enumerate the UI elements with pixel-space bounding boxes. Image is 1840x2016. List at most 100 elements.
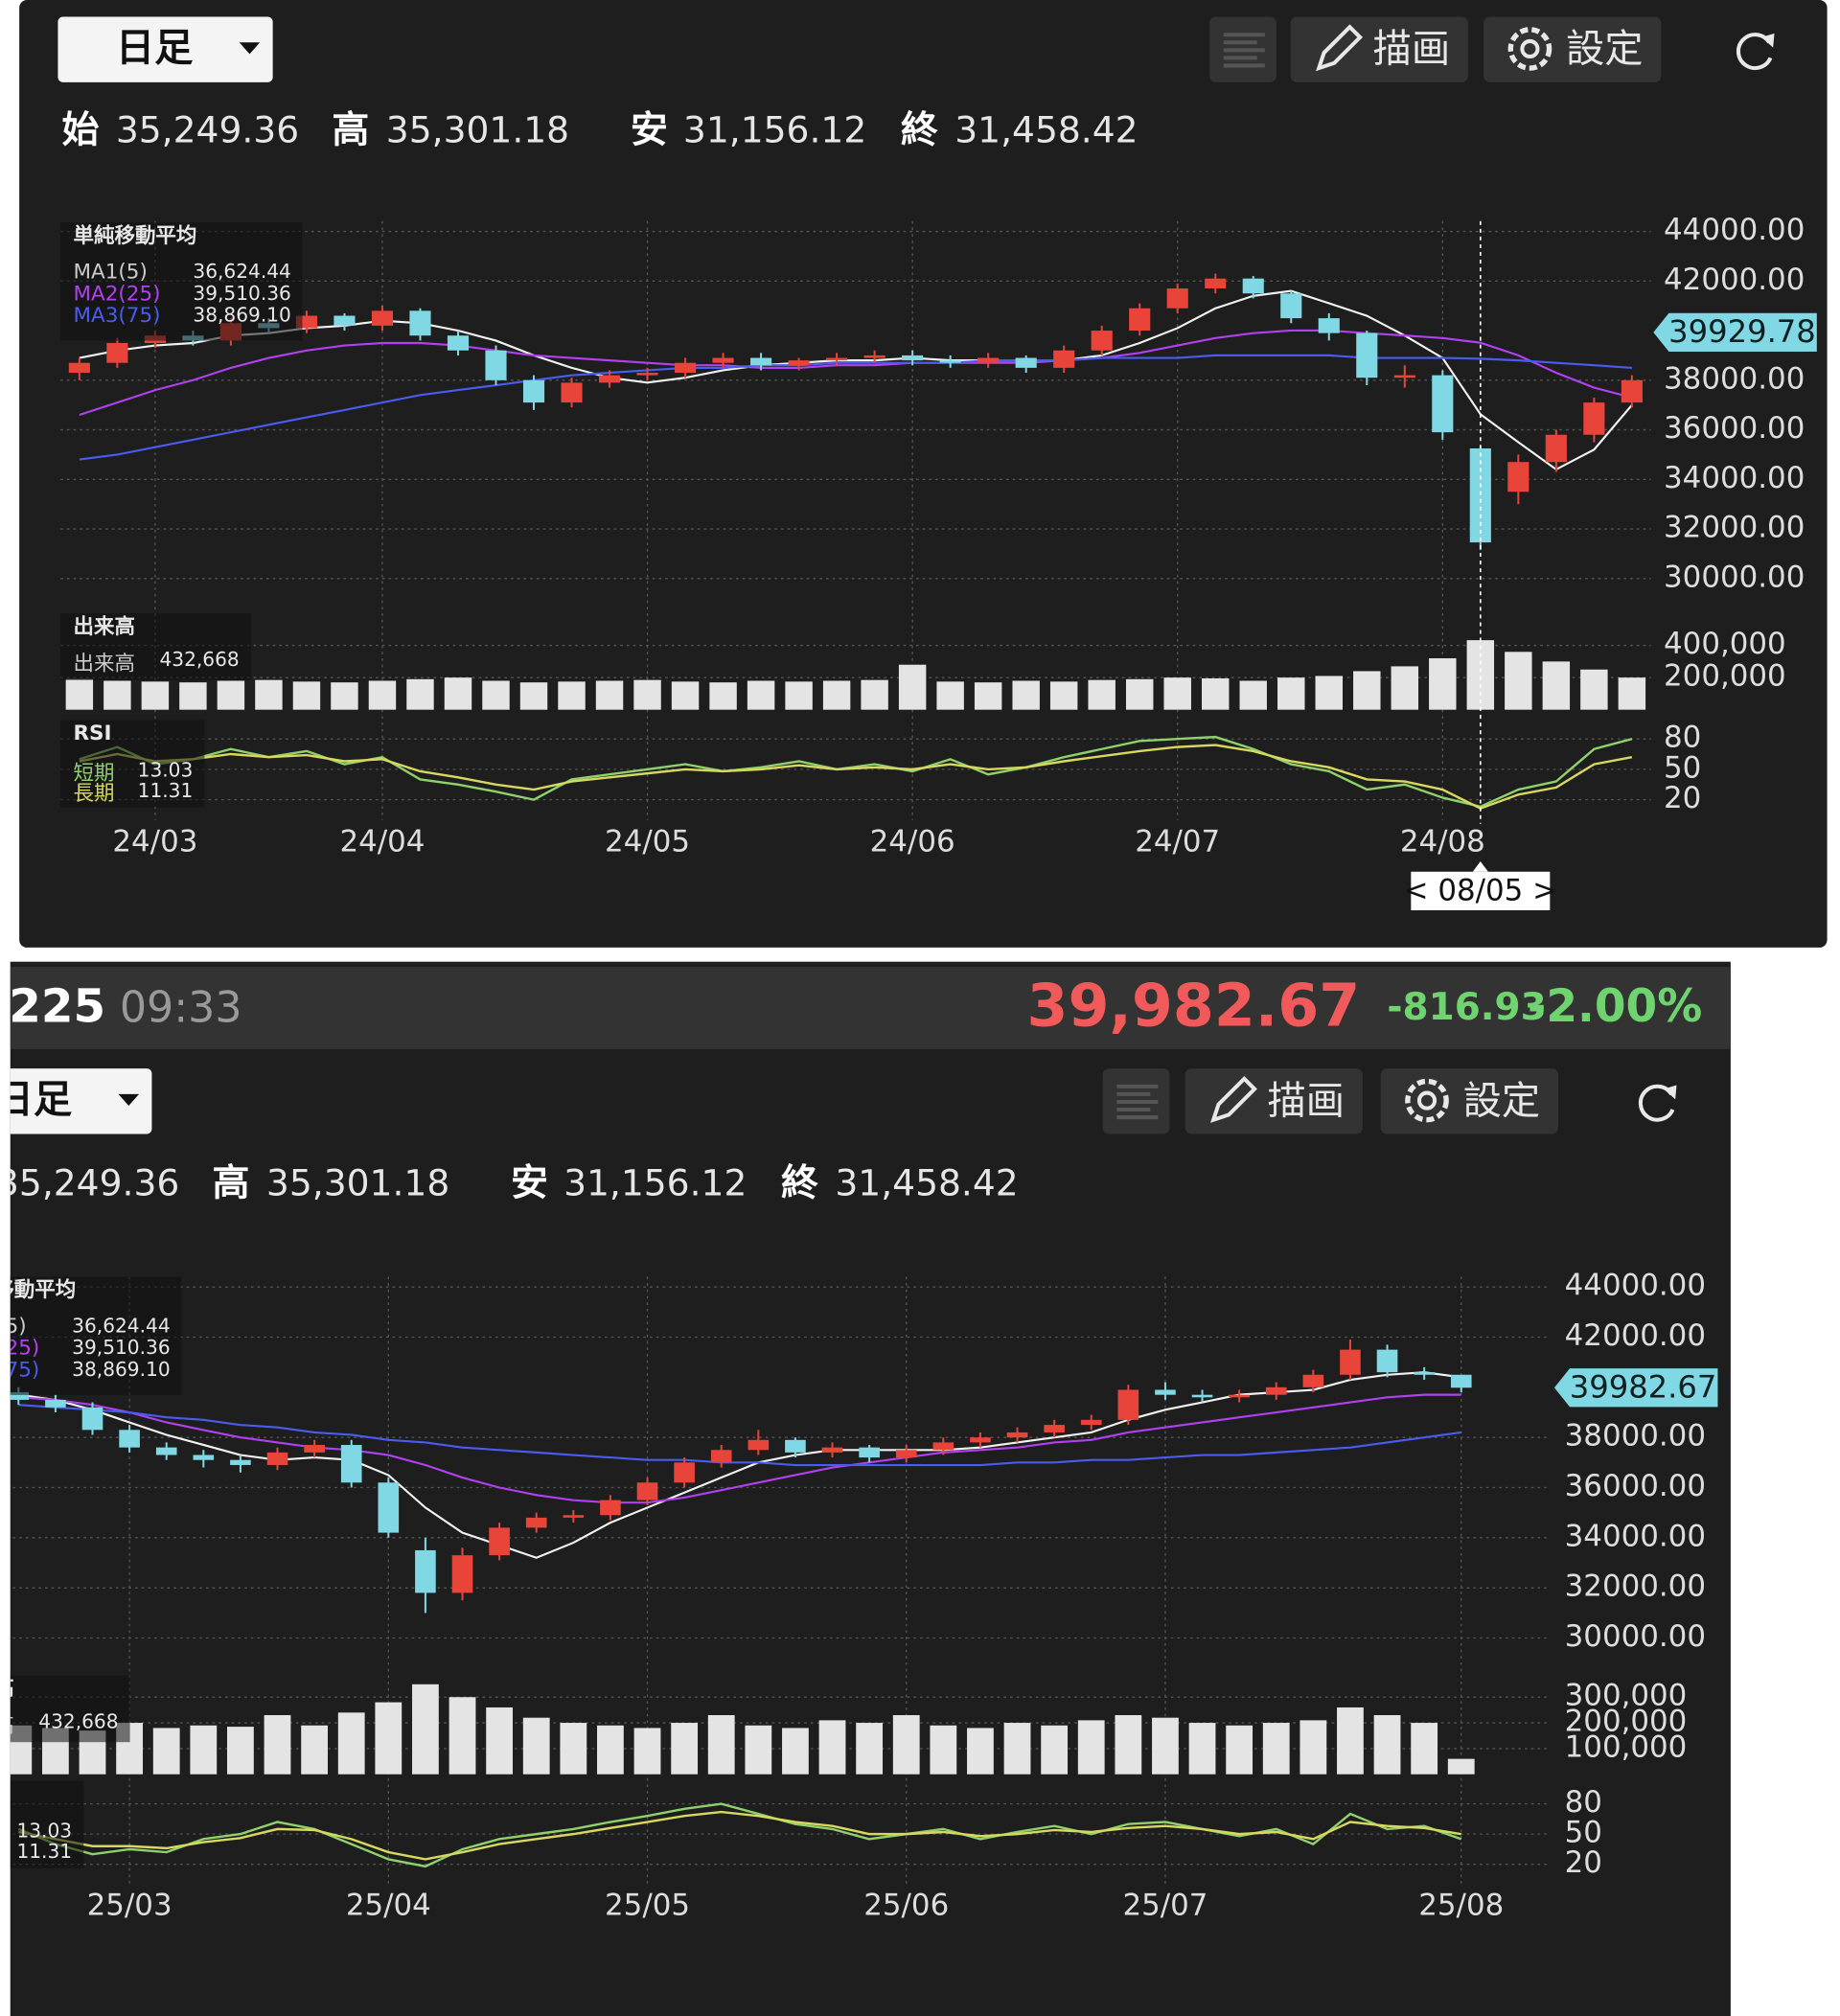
toolbar-button[interactable]: 描画 — [1184, 1068, 1363, 1134]
y-tick-label: 200,000 — [1565, 1705, 1688, 1739]
volume-bar — [1373, 1715, 1401, 1775]
ohlc-value: 31,156.12 — [564, 1162, 747, 1204]
y-tick-label: 80 — [1664, 721, 1701, 755]
quote-bar-bg — [10, 967, 1731, 1049]
volume-bar — [782, 1728, 809, 1775]
legend-name: 出来高 — [74, 653, 135, 676]
candle-body — [1091, 331, 1113, 351]
button-bg — [1184, 1068, 1363, 1134]
volume-bar — [522, 1717, 550, 1775]
price-badge-label: 39929.78 — [1668, 313, 1816, 350]
button-bg — [1380, 1068, 1558, 1134]
toolbar-button[interactable]: 描画 — [1290, 16, 1468, 82]
legend-value: 432,668 — [159, 648, 239, 671]
toolbar-button[interactable]: 設定 — [1484, 16, 1662, 82]
toolbar-button[interactable] — [1102, 1068, 1170, 1134]
volume-bar — [1163, 677, 1191, 710]
candle-body — [1340, 1349, 1361, 1375]
legend-name: 出来高 — [0, 1714, 14, 1738]
candle-body — [932, 1442, 954, 1451]
candle-body — [821, 1447, 843, 1453]
candle-body — [600, 1500, 621, 1516]
volume-bar — [936, 681, 964, 710]
volume-bar — [707, 1715, 735, 1775]
candle-body — [712, 357, 734, 363]
legend-value: 36,624.44 — [72, 1314, 170, 1337]
candle-body — [68, 362, 90, 374]
refresh-button[interactable] — [1736, 33, 1775, 71]
volume-bar — [560, 1723, 587, 1775]
volume-bar — [152, 1728, 180, 1775]
candle-body — [788, 360, 810, 366]
volume-bar — [368, 680, 397, 710]
candle-body — [978, 357, 1000, 363]
volume-bar — [1049, 681, 1078, 710]
candle-body — [1044, 1425, 1065, 1432]
volume-bar — [227, 1727, 254, 1775]
candle-body — [525, 1517, 547, 1528]
candle-body — [1006, 1432, 1028, 1438]
legend-name: 短期 — [74, 762, 115, 786]
volume-legend-title: 出来高 — [0, 1676, 14, 1701]
candle-body — [1621, 379, 1643, 403]
candle-body — [1356, 332, 1378, 378]
candle-body — [485, 350, 507, 380]
candle-body — [415, 1549, 436, 1593]
toolbar-button[interactable] — [1209, 16, 1276, 82]
volume-bar — [1012, 680, 1040, 710]
candle-body — [1469, 447, 1491, 543]
volume-bar — [1239, 680, 1267, 710]
candle-body — [826, 357, 848, 361]
candle-body — [1166, 288, 1188, 309]
candle-body — [1129, 308, 1151, 332]
quote-price: 39,982.67 — [1026, 971, 1360, 1040]
refresh-icon — [1638, 1084, 1675, 1122]
volume-bar — [1353, 671, 1381, 710]
volume-bar — [1391, 666, 1419, 710]
y-tick-label: 36000.00 — [1565, 1469, 1706, 1503]
volume-bar — [519, 682, 548, 710]
volume-bar — [104, 680, 131, 710]
ohlc-label: 終 — [781, 1162, 818, 1205]
candle-body — [863, 355, 886, 358]
candle-body — [409, 310, 431, 336]
ohlc-label: 安 — [631, 109, 668, 152]
candle-body — [266, 1452, 288, 1465]
volume-bar — [856, 1723, 884, 1775]
refresh-button[interactable] — [1638, 1084, 1677, 1122]
ohlc-label: 高 — [332, 109, 369, 152]
volume-bar — [1447, 1758, 1475, 1775]
candle-body — [447, 335, 470, 351]
volume-bar — [974, 682, 1002, 710]
volume-bar — [255, 679, 283, 710]
volume-bar — [597, 1725, 624, 1775]
candle-body — [1015, 357, 1037, 368]
candle-body — [785, 1439, 806, 1453]
candle-body — [561, 382, 583, 403]
quote-change-pct: -2.00% — [1528, 980, 1703, 1033]
toolbar-button[interactable]: 設定 — [1380, 1068, 1558, 1134]
volume-bar — [930, 1725, 957, 1775]
ohlc-value: 35,301.18 — [266, 1162, 449, 1204]
candle-body — [155, 1447, 177, 1455]
rsi-line — [79, 735, 1633, 809]
volume-bar — [595, 680, 624, 710]
volume-bar — [412, 1684, 439, 1775]
volume-bar — [190, 1725, 218, 1775]
candle-body — [1393, 375, 1415, 378]
legend-value: 13.03 — [16, 1820, 72, 1843]
interval-dropdown[interactable]: 日足 — [0, 1068, 152, 1134]
interval-dropdown[interactable]: 日足 — [58, 16, 273, 82]
ma-line — [18, 1404, 1461, 1467]
volume-bar — [1041, 1725, 1069, 1775]
button-label: 描画 — [1268, 1079, 1346, 1123]
volume-bar — [448, 1697, 476, 1775]
legend-name: 長期 — [74, 782, 115, 806]
volume-bar — [1226, 1725, 1254, 1775]
crosshair-date-bg[interactable] — [1411, 871, 1551, 911]
candle-body — [1280, 293, 1302, 319]
candle-body — [970, 1437, 991, 1443]
x-tick-label: 25/03 — [87, 1888, 172, 1922]
quote-bar: 日経225 09:33 39,982.67 -816.93 -2.00% — [10, 967, 1731, 1049]
